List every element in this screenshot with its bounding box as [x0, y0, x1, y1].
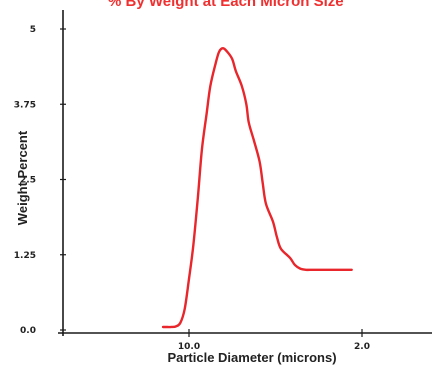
y-tick-label-1: 1.25 — [14, 251, 36, 261]
series-line-0 — [161, 47, 353, 329]
y-tick-label-4: 5 — [30, 25, 36, 35]
series-layer — [161, 47, 353, 329]
x-tick-label-1: 2.0 — [354, 342, 370, 352]
x-axis-label: Particle Diameter (microns) — [167, 350, 336, 365]
y-tick-label-0: 0.0 — [20, 326, 36, 336]
y-axis-label: Weight Percent — [15, 130, 30, 225]
y-tick-label-3: 3.75 — [14, 100, 36, 110]
y-tick-label-2: 2.5 — [20, 176, 36, 186]
x-tick-label-0: 10.0 — [178, 342, 200, 352]
chart-title: % By Weight at Each Micron Size — [108, 0, 344, 10]
